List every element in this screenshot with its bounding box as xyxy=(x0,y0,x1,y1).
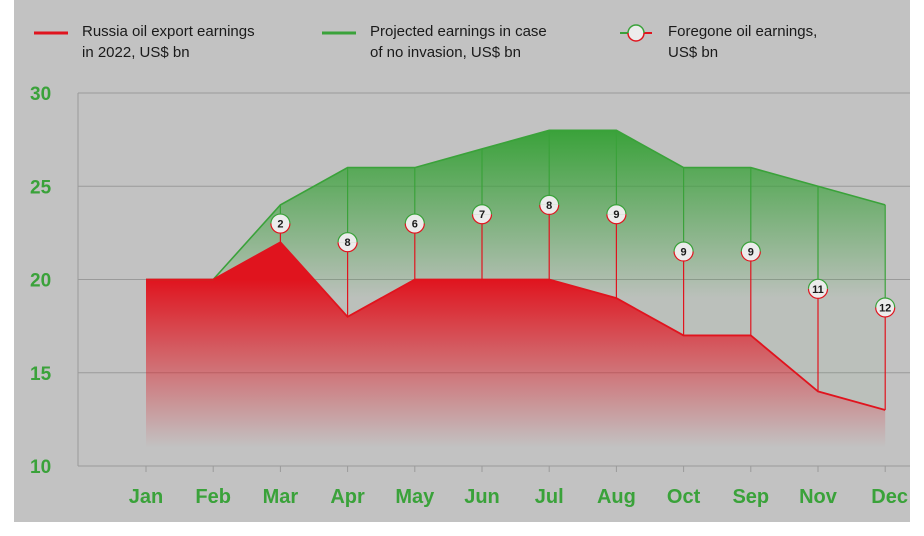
legend-item: Foregone oil earnings, US$ bn xyxy=(620,23,817,61)
legend-label-line1: Projected earnings in case xyxy=(370,23,547,40)
legend-label-line1: Russia oil export earnings xyxy=(82,23,255,40)
y-tick-label: 10 xyxy=(30,457,51,478)
x-tick-label: Apr xyxy=(330,486,365,508)
x-tick-label: Dec xyxy=(871,486,908,508)
foregone-marker-bottom xyxy=(270,223,291,234)
foregone-value-label: 7 xyxy=(479,209,485,221)
foregone-marker-top xyxy=(807,278,829,289)
legend-label-line2: US$ bn xyxy=(668,44,718,61)
foregone-marker-top xyxy=(875,297,896,308)
x-tick-label: Nov xyxy=(799,486,838,508)
foregone-marker-bottom xyxy=(606,214,627,225)
y-tick-label: 15 xyxy=(30,364,52,385)
foregone-marker-top xyxy=(539,194,560,205)
legend-marker-bottom xyxy=(627,32,645,42)
foregone-marker-top xyxy=(270,213,291,224)
foregone-marker-bottom xyxy=(539,204,560,215)
foregone-marker-bottom xyxy=(471,214,493,225)
foregone-marker-top xyxy=(673,241,694,252)
legend-item: Projected earnings in case of no invasion… xyxy=(322,23,547,61)
foregone-value-label: 8 xyxy=(345,237,351,249)
y-tick-label: 25 xyxy=(30,177,52,198)
x-tick-label: Oct xyxy=(667,486,701,508)
x-tick-label: Jun xyxy=(464,486,500,508)
y-tick-label: 30 xyxy=(30,84,51,105)
y-tick-label: 20 xyxy=(30,271,51,292)
foregone-marker-top xyxy=(740,241,761,252)
foregone-marker-bottom xyxy=(807,288,829,299)
foregone-value-label: 9 xyxy=(681,247,687,259)
legend-item: Russia oil export earnings in 2022, US$ b… xyxy=(34,23,255,61)
x-tick-label: May xyxy=(395,486,435,508)
foregone-value-label: 9 xyxy=(748,247,754,259)
x-tick-label: Aug xyxy=(597,486,636,508)
x-tick-label: Jan xyxy=(129,486,163,508)
x-tick-label: Sep xyxy=(732,486,769,508)
legend-marker-top xyxy=(627,24,645,34)
actual-line xyxy=(146,241,886,411)
foregone-marker-bottom xyxy=(740,251,761,262)
legend-label-line1: Foregone oil earnings, xyxy=(668,23,817,40)
foregone-marker-top xyxy=(404,213,425,224)
legend-label-line2: in 2022, US$ bn xyxy=(82,44,190,61)
foregone-value-label: 8 xyxy=(546,200,552,212)
x-tick-label: Mar xyxy=(263,486,299,508)
foregone-value-label: 2 xyxy=(277,219,283,231)
foregone-marker-bottom xyxy=(875,307,896,318)
foregone-area xyxy=(146,130,886,411)
foregone-marker-bottom xyxy=(337,242,358,253)
foregone-value-label: 6 xyxy=(412,219,418,231)
foregone-marker-top xyxy=(471,204,493,215)
projected-line xyxy=(146,129,886,281)
x-tick-label: Feb xyxy=(195,486,231,508)
x-tick-label: Jul xyxy=(535,486,564,508)
foregone-marker-top xyxy=(606,204,627,215)
foregone-marker-top xyxy=(337,232,358,243)
foregone-value-label: 9 xyxy=(613,209,619,221)
legend-label-line2: of no invasion, US$ bn xyxy=(370,44,521,61)
foregone-marker-bottom xyxy=(404,223,425,234)
foregone-marker-bottom xyxy=(673,251,694,262)
foregone-value-label: 12 xyxy=(879,302,891,314)
foregone-value-label: 11 xyxy=(812,284,824,296)
